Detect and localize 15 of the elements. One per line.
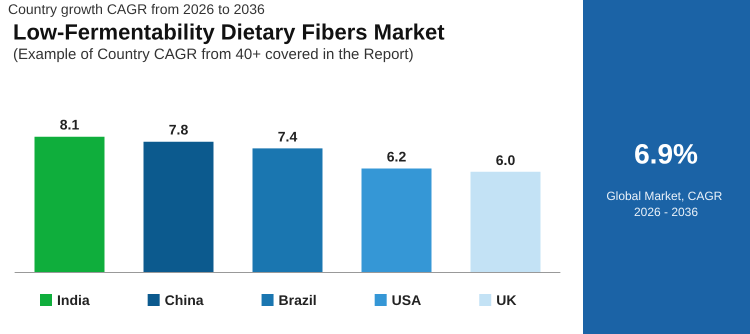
chart-subtitle: (Example of Country CAGR from 40+ covered in the Report): [13, 46, 414, 63]
chart-title: Low-Fermentability Dietary Fibers Market: [13, 20, 446, 44]
legend-label: China: [164, 292, 204, 308]
data-label: 6.2: [386, 148, 406, 164]
text: Country growth CAGR from 2026 to 2036: [8, 1, 266, 17]
legend-label: UK: [496, 292, 516, 308]
data-label: 7.4: [278, 128, 298, 144]
legend-label: USA: [392, 292, 422, 308]
legend-label: India: [57, 292, 90, 308]
data-label: 6.0: [496, 152, 516, 168]
data-label: 7.8: [168, 122, 188, 138]
text: Global Market, CAGR 2026 - 2036: [606, 189, 726, 219]
text: 6.9%: [634, 138, 698, 170]
data-label: 8.1: [60, 116, 80, 133]
legend-label: Brazil: [278, 292, 317, 308]
